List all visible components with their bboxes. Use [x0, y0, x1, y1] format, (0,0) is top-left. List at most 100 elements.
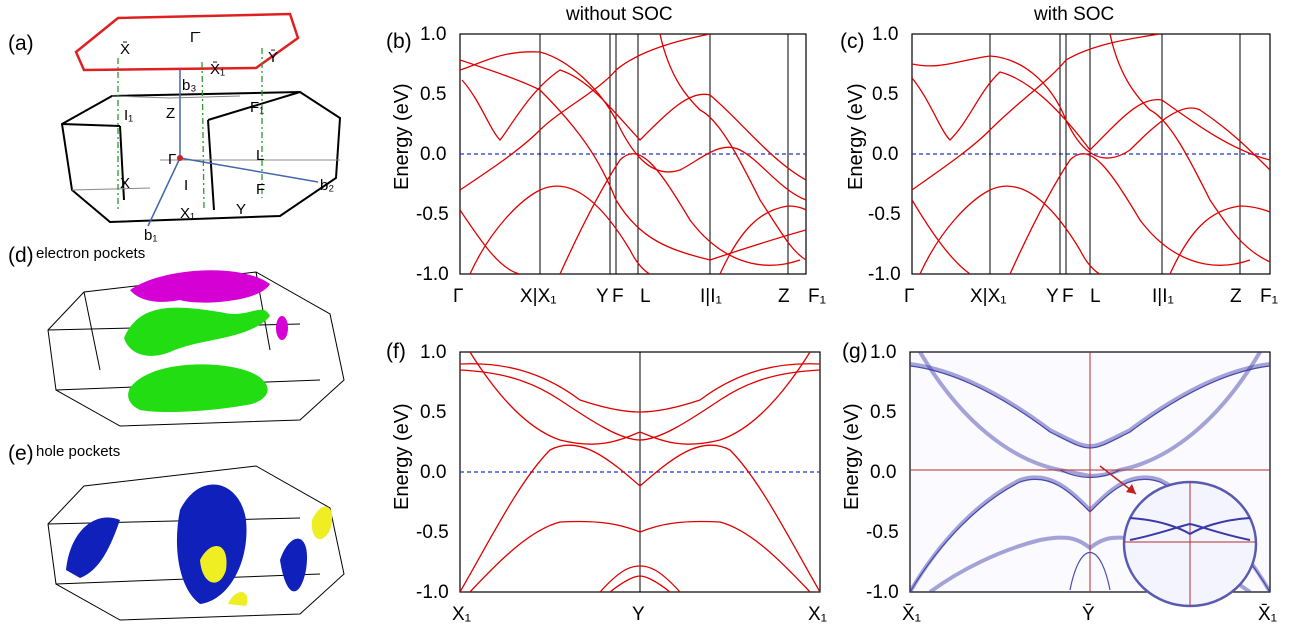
panel-b-kpoint-lines	[539, 34, 789, 274]
panel-g-xtick-1: Ȳ	[1082, 604, 1095, 625]
bulk-bz-outline	[60, 90, 342, 224]
panel-b-xtick-1: X|X₁	[520, 286, 557, 307]
label-z: Z	[166, 105, 175, 122]
panel-c-ytick-2: 0.0	[872, 144, 898, 165]
panel-c: (c) with SOC Energy (eV) 1.0 0.5 0.0 -0.…	[840, 4, 1278, 307]
label-xbar: X̄	[120, 41, 130, 58]
panel-b-xtick-0: Γ	[453, 286, 463, 307]
surface-bz-hexagon	[74, 12, 300, 72]
panel-c-ytick-0: 1.0	[872, 24, 898, 45]
panel-f-label: (f)	[386, 340, 406, 363]
panel-c-kpoint-lines	[989, 34, 1241, 274]
panel-g-ytick-1: 0.5	[870, 402, 896, 423]
electron-pocket-green-upper	[124, 307, 270, 356]
panel-g-ytick-3: -0.5	[866, 522, 899, 543]
panel-f-xtick-2: X₁	[808, 604, 827, 625]
hole-pocket-blue-right	[280, 538, 308, 592]
panel-b-ytick-3: -0.5	[416, 204, 449, 225]
panel-f-xtick-1: Y	[632, 604, 645, 625]
panel-g-ytick-0: 1.0	[870, 342, 896, 363]
panel-b-ylabel: Energy (eV)	[391, 83, 413, 190]
hole-pocket-yellow-center	[200, 546, 227, 583]
panel-g-xtick-2: X̄₁	[1258, 604, 1277, 625]
label-b3: b₃	[182, 77, 196, 94]
electron-pocket-green-lower	[128, 364, 268, 412]
panel-g-ytick-2: 0.0	[870, 462, 896, 483]
panel-b: (b) without SOC Energy (eV) 1.0 0.5 0.0	[386, 4, 826, 307]
panel-c-xtick-3: F	[1062, 286, 1074, 307]
panel-b-title: without SOC	[565, 4, 673, 25]
panel-c-bands	[912, 34, 1270, 274]
panel-f: (f) Energy (eV) 1.0 0.5 0.0 -0.5 -1.0 X₁…	[386, 340, 827, 625]
panel-c-ytick-1: 0.5	[872, 84, 898, 105]
panel-g-inset	[1099, 465, 1258, 608]
label-x: X	[120, 175, 130, 192]
bz-wireframe-e	[47, 465, 345, 621]
label-f: F	[256, 181, 265, 198]
label-l: L	[256, 147, 264, 164]
label-gamma: Γ	[168, 151, 176, 168]
label-i: I	[184, 177, 188, 194]
panel-c-ytick-4: -1.0	[868, 264, 901, 285]
panel-b-xtick-4: L	[640, 286, 651, 307]
panel-b-xtick-3: F	[612, 286, 624, 307]
panel-e-caption: hole pockets	[36, 443, 120, 460]
panel-c-ylabel: Energy (eV)	[845, 83, 867, 190]
panel-b-bands	[460, 34, 806, 274]
panel-f-ylabel: Energy (eV)	[391, 403, 413, 510]
panel-c-label: (c)	[840, 30, 865, 53]
panel-c-xtick-7: F₁	[1260, 286, 1278, 307]
label-x1bar: X̄₁	[210, 61, 225, 78]
panel-c-xtick-5: I|I₁	[1152, 286, 1174, 307]
panel-b-xtick-6: Z	[778, 286, 790, 307]
panel-g-ytick-4: -1.0	[866, 582, 899, 603]
panel-b-xtick-5: I|I₁	[700, 286, 722, 307]
panel-b-xtick-7: F₁	[808, 286, 826, 307]
hole-pocket-yellow-right	[311, 506, 333, 540]
hole-pocket-yellow-bottom	[228, 592, 248, 606]
panel-e: (e) hole pockets	[8, 442, 345, 621]
panel-f-ytick-0: 1.0	[420, 342, 446, 363]
panel-g-label: (g)	[842, 340, 868, 363]
panel-b-xtick-2: Y	[596, 286, 609, 307]
panel-g-xtick-0: X̄₁	[902, 604, 921, 625]
label-gammabar: Γ̄	[190, 29, 200, 46]
label-y: Y	[236, 201, 246, 218]
panel-b-label: (b)	[386, 30, 412, 53]
electron-pocket-magenta-small	[276, 316, 288, 340]
panel-f-xtick-0: X₁	[452, 604, 471, 625]
electron-pocket-magenta	[130, 270, 270, 303]
panel-c-title: with SOC	[1033, 4, 1114, 25]
panel-c-xtick-2: Y	[1046, 286, 1059, 307]
panel-b-ytick-4: -1.0	[416, 264, 449, 285]
panel-g-ylabel: Energy (eV)	[841, 403, 863, 510]
panel-b-ytick-0: 1.0	[420, 24, 446, 45]
panel-c-xtick-1: X|X₁	[970, 286, 1007, 307]
panel-f-ytick-2: 0.0	[420, 462, 446, 483]
panel-a: (a) X̄ Γ̄ X̄₁ Ȳ b₃ I₁ Z F₁	[8, 12, 342, 244]
label-ybar: Ȳ	[268, 49, 278, 66]
panel-g: (g)	[841, 340, 1277, 625]
hole-pocket-blue-left	[66, 517, 120, 578]
panel-e-label: (e)	[8, 442, 34, 465]
panel-b-ytick-1: 0.5	[420, 84, 446, 105]
panel-c-xtick-4: L	[1090, 286, 1101, 307]
panel-c-xtick-0: Γ	[904, 286, 914, 307]
label-x1: X₁	[180, 205, 195, 222]
label-b2: b₂	[320, 177, 334, 194]
label-i1: I₁	[124, 107, 133, 124]
label-f1: F₁	[250, 99, 264, 116]
label-b1: b₁	[144, 227, 157, 244]
panel-d-caption: electron pockets	[36, 245, 145, 262]
panel-f-ytick-1: 0.5	[420, 402, 446, 423]
panel-f-ytick-3: -0.5	[416, 522, 449, 543]
panel-a-label: (a)	[8, 32, 34, 55]
panel-c-xtick-6: Z	[1230, 286, 1242, 307]
panel-d-label: (d)	[8, 244, 34, 267]
panel-f-ytick-4: -1.0	[416, 582, 449, 603]
hole-pocket-blue-center	[176, 484, 247, 604]
panel-f-bands	[460, 352, 820, 592]
panel-b-ytick-2: 0.0	[420, 144, 446, 165]
panel-d: (d) electron pockets	[8, 244, 345, 427]
